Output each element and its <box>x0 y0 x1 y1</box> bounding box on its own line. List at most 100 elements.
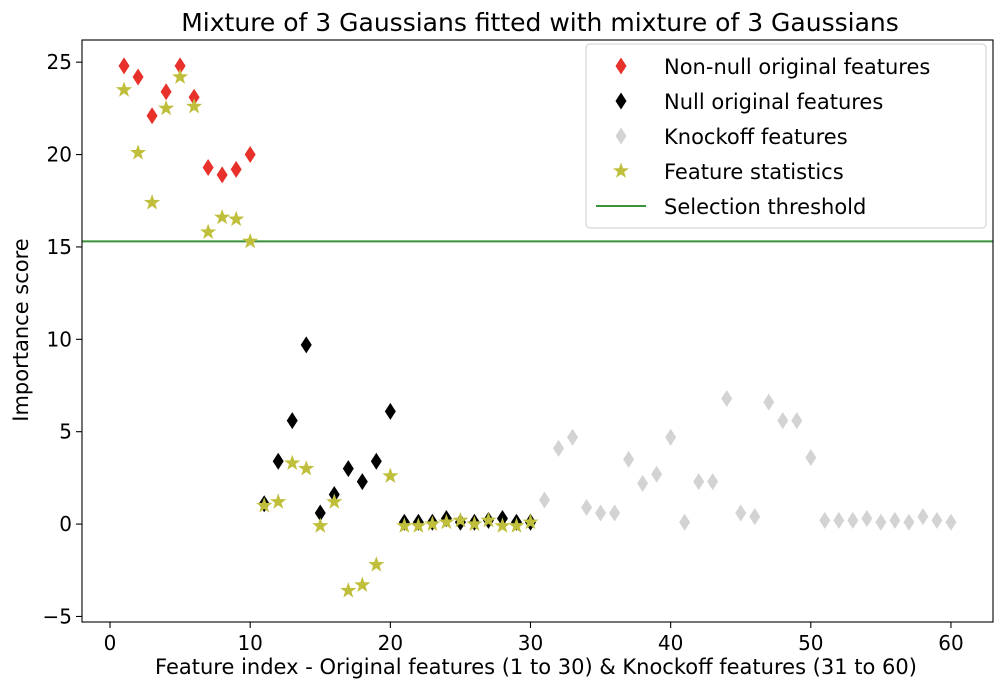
y-tick-label: 20 <box>47 143 72 167</box>
chart-title: Mixture of 3 Gaussians fitted with mixtu… <box>181 8 899 37</box>
feature-statistics-point <box>270 493 287 509</box>
null-original-features-point <box>384 402 396 420</box>
feature-statistics-point <box>452 511 469 528</box>
legend-label-knockoff-features: Knockoff features <box>664 125 848 149</box>
y-axis-title: Importance score <box>9 238 33 421</box>
feature-statistics-point <box>410 517 427 533</box>
null-original-features-point <box>286 412 298 430</box>
non-null-original-features-point <box>132 68 144 86</box>
y-tick-label: 25 <box>47 50 72 74</box>
knockoff-features-point <box>791 412 803 430</box>
legend-label-non-null-original-features: Non-null original features <box>664 55 930 79</box>
feature-statistics-point <box>326 493 343 509</box>
feature-statistics-point <box>340 582 357 598</box>
knockoff-features-point <box>903 513 915 531</box>
x-tick-label: 0 <box>104 631 117 655</box>
x-tick-label: 50 <box>798 631 823 655</box>
knockoff-features-point <box>875 513 887 531</box>
knockoff-features-point <box>721 389 733 407</box>
feature-statistics-point <box>466 515 483 531</box>
x-tick-label: 60 <box>938 631 963 655</box>
non-null-original-features-point <box>146 107 158 125</box>
x-tick-label: 10 <box>237 631 262 655</box>
knockoff-features-point <box>665 428 677 446</box>
feature-statistics-point <box>200 223 217 240</box>
feature-statistics-point <box>508 517 525 533</box>
feature-statistics-point <box>480 511 497 528</box>
knockoff-features-point <box>931 511 943 529</box>
y-tick-label: 10 <box>47 327 72 351</box>
y-tick-label: −5 <box>43 604 72 628</box>
knockoff-features-point <box>749 508 761 526</box>
knockoff-features-point <box>651 465 663 483</box>
feature-statistics-point <box>143 194 161 210</box>
feature-statistics-point <box>522 513 539 530</box>
knockoff-features-point <box>707 473 719 491</box>
plot-area <box>82 57 993 598</box>
knockoff-features-point <box>777 412 789 430</box>
non-null-original-features-point <box>118 57 130 75</box>
knockoff-features-point <box>609 504 621 522</box>
null-original-features-point <box>314 504 326 522</box>
knockoff-features-point <box>917 508 929 526</box>
axes: 0 10 20 30 40 50 60 −5 0 5 10 15 20 25 <box>43 50 964 655</box>
legend-label-null-original-features: Null original features <box>664 90 883 114</box>
feature-statistics-point <box>368 556 385 572</box>
feature-statistics-point <box>494 517 511 533</box>
knockoff-features-point <box>763 393 775 411</box>
null-original-features-point <box>300 336 312 354</box>
knockoff-features-point <box>539 491 551 509</box>
legend: Non-null original features Null original … <box>585 43 987 229</box>
knockoff-features-point <box>679 513 691 531</box>
knockoff-features-point <box>637 474 649 492</box>
legend-box <box>585 43 987 229</box>
x-axis-title: Feature index - Original features (1 to … <box>155 655 917 679</box>
knockoff-features-point <box>567 428 579 446</box>
knockoff-features-point <box>553 439 565 457</box>
non-null-original-features-point <box>244 146 256 164</box>
knockoff-features-point <box>833 511 845 529</box>
plot-frame <box>81 39 994 623</box>
feature-statistics-point <box>256 497 273 513</box>
non-null-original-features-point <box>160 83 172 101</box>
knockoff-features-point <box>805 449 817 467</box>
feature-statistics-point <box>354 576 371 592</box>
feature-statistics-point <box>284 454 301 470</box>
feature-statistics-point <box>172 68 189 84</box>
legend-marker-null-original-features <box>615 92 627 110</box>
knockoff-features-point <box>581 498 593 516</box>
feature-statistics-point <box>396 517 413 533</box>
null-original-features-point <box>356 473 368 491</box>
non-null-original-features-point <box>202 158 214 176</box>
knockoff-features-point <box>693 473 705 491</box>
feature-statistics-point <box>242 232 259 249</box>
feature-statistics-point <box>312 517 329 533</box>
legend-marker-non-null-original-features <box>615 57 627 75</box>
non-null-original-features-point <box>230 160 242 178</box>
legend-label-selection-threshold: Selection threshold <box>664 195 866 219</box>
feature-statistics-point <box>214 208 231 225</box>
knockoff-features-point <box>623 450 635 468</box>
feature-statistics-point <box>298 460 315 476</box>
feature-statistics-point <box>129 144 147 160</box>
null-original-features-point <box>272 452 284 470</box>
y-tick-label: 15 <box>47 235 72 259</box>
feature-statistics-point <box>158 99 175 116</box>
feature-statistics-point <box>424 515 441 531</box>
x-tick-label: 30 <box>518 631 543 655</box>
null-original-features-point <box>342 460 354 478</box>
feature-statistics-point <box>228 210 245 227</box>
non-null-original-features-point <box>216 166 228 184</box>
non-null-original-features-point <box>174 57 186 75</box>
x-tick-label: 40 <box>658 631 683 655</box>
knockoff-features-point <box>735 504 747 522</box>
y-tick-label: 5 <box>59 420 72 444</box>
feature-statistics-point <box>115 81 133 97</box>
knockoff-features-point <box>861 510 873 528</box>
feature-statistics-point <box>186 98 203 114</box>
knockoff-features-point <box>595 504 607 522</box>
legend-marker-feature-statistics <box>612 162 630 178</box>
x-tick-label: 20 <box>378 631 403 655</box>
null-original-features-point <box>370 452 382 470</box>
